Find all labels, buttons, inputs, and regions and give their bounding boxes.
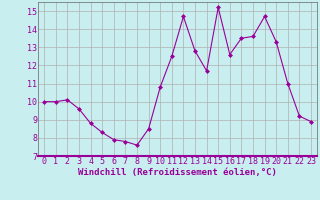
X-axis label: Windchill (Refroidissement éolien,°C): Windchill (Refroidissement éolien,°C) <box>78 168 277 177</box>
